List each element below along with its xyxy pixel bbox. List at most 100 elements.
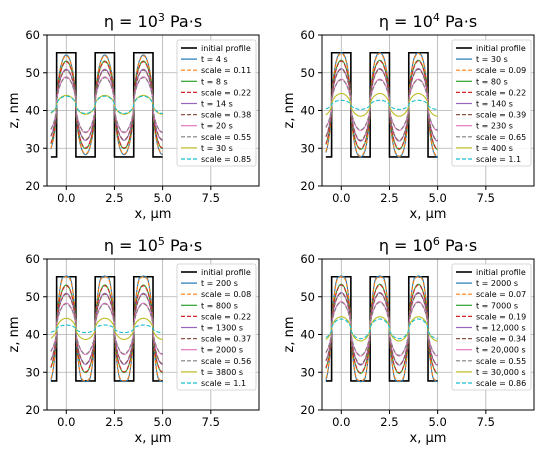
y-tick-label: 60 — [25, 252, 40, 266]
series-line-2 — [50, 276, 163, 382]
series-line-7 — [50, 76, 163, 134]
series-line-3 — [325, 59, 438, 150]
legend-label: t = 800 s — [201, 301, 238, 310]
x-tick-label: 5.0 — [153, 415, 171, 429]
plot-area — [325, 275, 438, 383]
x-tick-label: 7.5 — [202, 415, 220, 429]
x-tick-label: 0.0 — [332, 415, 350, 429]
legend-label: scale = 0.38 — [201, 111, 251, 120]
series-line-8 — [50, 77, 163, 133]
x-tick-label: 7.5 — [202, 191, 220, 205]
series-line-9 — [50, 317, 163, 340]
plot-area — [50, 275, 163, 383]
legend: initial profile t = 2000 s scale = 0.07 t =… — [451, 263, 532, 391]
legend-label: scale = 1.1 — [201, 379, 246, 388]
x-tick-label: 5.0 — [428, 415, 446, 429]
series-line-6 — [325, 292, 438, 365]
legend-label: scale = 0.07 — [476, 290, 526, 299]
series-line-6 — [50, 293, 163, 365]
series-line-10 — [50, 95, 163, 115]
y-tick-label: 50 — [300, 66, 315, 80]
series-line-7 — [325, 301, 438, 357]
legend-label: t = 4 s — [201, 55, 228, 64]
legend-label: t = 230 s — [476, 122, 513, 131]
legend-label: scale = 0.39 — [476, 111, 526, 120]
series-line-7 — [50, 302, 163, 356]
legend-label: t = 30 s — [476, 55, 508, 64]
series-line-6 — [50, 69, 163, 141]
legend: initial profile t = 200 s scale = 0.08 t = … — [176, 263, 257, 391]
y-tick-label: 40 — [300, 104, 315, 118]
chart-panel-1: 0.0 2.5 5.0 7.5 20 30 40 50 60 x, μm z, nm η = 103 … — [7, 11, 260, 222]
y-tick-label: 60 — [25, 28, 40, 42]
legend-label: initial profile — [476, 44, 526, 53]
legend-label: initial profile — [201, 268, 251, 277]
series-line-1 — [325, 52, 438, 158]
series-initial-profile — [50, 51, 163, 158]
legend-label: t = 30 s — [201, 144, 233, 153]
x-tick-label: 2.5 — [105, 415, 123, 429]
legend-label: scale = 0.85 — [201, 155, 251, 164]
legend-label: t = 14 s — [201, 100, 233, 109]
series-line-9 — [325, 316, 438, 342]
series-line-10 — [325, 99, 438, 110]
series-line-1 — [325, 275, 438, 383]
x-tick-label: 2.5 — [380, 191, 398, 205]
plot-area — [50, 51, 163, 158]
series-line-3 — [50, 284, 163, 374]
y-tick-label: 30 — [25, 365, 40, 379]
legend-label: initial profile — [476, 268, 526, 277]
series-line-2 — [325, 276, 438, 382]
legend-label: t = 2000 s — [476, 279, 518, 288]
series-line-9 — [325, 92, 438, 117]
series-line-4 — [50, 285, 163, 373]
chart-title: η = 106 Pa·s — [379, 235, 477, 255]
y-tick-label: 60 — [300, 252, 315, 266]
y-axis-label: z, nm — [282, 93, 297, 129]
x-tick-label: 2.5 — [380, 415, 398, 429]
y-tick-label: 50 — [25, 66, 40, 80]
x-tick-label: 5.0 — [428, 191, 446, 205]
series-line-8 — [325, 79, 438, 131]
x-axis-label: x, μm — [410, 431, 447, 446]
series-initial-profile — [325, 51, 438, 158]
chart-panel-2: 0.0 2.5 5.0 7.5 20 30 40 50 60 x, μm z, nm η = 104 … — [282, 11, 535, 222]
x-tick-label: 5.0 — [153, 191, 171, 205]
series-line-4 — [50, 61, 163, 149]
x-tick-label: 7.5 — [477, 415, 495, 429]
series-line-8 — [325, 301, 438, 356]
series-line-7 — [325, 78, 438, 132]
series-line-8 — [50, 303, 163, 355]
series-line-1 — [50, 275, 163, 383]
series-line-2 — [325, 52, 438, 157]
legend-label: t = 400 s — [476, 144, 513, 153]
y-tick-label: 30 — [300, 141, 315, 155]
legend-label: scale = 0.56 — [201, 357, 251, 366]
y-tick-label: 40 — [25, 328, 40, 342]
x-axis-label: x, μm — [135, 431, 172, 446]
legend-label: scale = 0.09 — [476, 66, 526, 75]
x-axis-label: x, μm — [410, 207, 447, 222]
series-line-2 — [50, 55, 163, 155]
y-tick-label: 20 — [25, 179, 40, 193]
series-line-10 — [325, 318, 438, 340]
y-tick-label: 30 — [25, 141, 40, 155]
legend-label: t = 2000 s — [201, 346, 243, 355]
legend-box — [176, 39, 257, 167]
series-line-3 — [50, 60, 163, 150]
legend-label: t = 80 s — [476, 77, 508, 86]
plot-area — [325, 51, 438, 158]
legend-label: scale = 0.19 — [476, 312, 526, 321]
series-line-4 — [325, 60, 438, 150]
legend-label: scale = 0.08 — [201, 290, 251, 299]
series-line-3 — [325, 283, 438, 374]
legend-label: scale = 0.11 — [201, 66, 251, 75]
x-tick-label: 2.5 — [105, 191, 123, 205]
legend: initial profile t = 30 s scale = 0.09 t = 8… — [451, 39, 532, 167]
y-tick-label: 50 — [300, 290, 315, 304]
series-initial-profile — [325, 275, 438, 382]
series-line-6 — [325, 68, 438, 141]
legend-label: scale = 0.37 — [201, 335, 251, 344]
legend-label: initial profile — [201, 44, 251, 53]
